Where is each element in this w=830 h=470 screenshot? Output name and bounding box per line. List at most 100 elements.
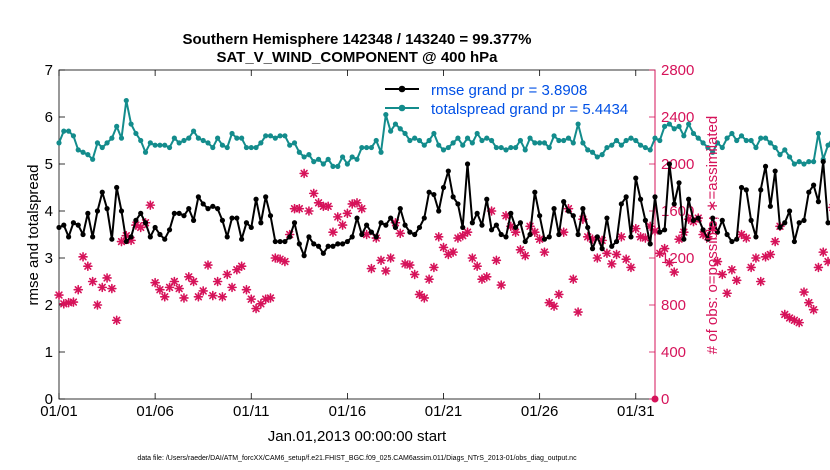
obs-point <box>731 275 742 286</box>
rmse-point <box>464 161 471 167</box>
rmse-point <box>66 234 72 240</box>
rmse-point <box>311 241 317 247</box>
rmse-point <box>532 189 538 195</box>
obs-point-stroke <box>69 298 78 306</box>
totalspread-point <box>517 137 524 144</box>
obs-point-stroke <box>718 270 726 279</box>
totalspread-point <box>402 130 408 137</box>
rmse-point <box>556 231 562 238</box>
totalspread-point <box>695 135 701 141</box>
rmse-point <box>239 236 245 242</box>
obs-point <box>424 274 434 284</box>
y-tick-label: 6 <box>45 109 53 126</box>
obs-point-stroke <box>55 291 63 299</box>
rmse-point <box>282 238 288 245</box>
rmse-point <box>671 201 677 207</box>
obs-point <box>438 242 449 253</box>
totalspread-point <box>215 135 221 141</box>
x-tick-label: 01/06 <box>136 403 174 420</box>
obs-point-stroke <box>180 294 188 302</box>
obs-point-stroke <box>223 270 231 279</box>
obs-point-stroke <box>603 249 611 257</box>
obs-point <box>770 236 780 247</box>
obs-point-stroke <box>300 169 308 178</box>
totalspread-point <box>388 128 394 134</box>
totalspread-point <box>786 154 793 160</box>
obs-point <box>573 307 583 317</box>
obs-point <box>751 253 761 263</box>
rmse-point <box>359 231 365 238</box>
rmse-point <box>315 243 322 249</box>
obs-point-stroke <box>781 310 789 319</box>
rmse-point <box>364 222 370 228</box>
obs-point-stroke <box>170 277 179 286</box>
obs-point-stroke <box>723 289 731 297</box>
obs-point <box>217 291 228 302</box>
obs-point-stroke <box>632 224 640 233</box>
obs-point-stroke <box>771 237 779 246</box>
rmse-point <box>56 224 62 231</box>
totalspread-point <box>637 142 644 148</box>
totalspread-point <box>508 144 514 151</box>
rmse-point <box>652 194 658 200</box>
obs-point <box>621 254 631 264</box>
x-axis: 01/01 01/06 01/11 01/16 01/21 01/26 01/31 <box>40 70 655 420</box>
y2-tick-label: 2000 <box>661 156 694 173</box>
obs-point-stroke <box>247 295 255 303</box>
totalspread-point <box>426 137 432 144</box>
rmse-point <box>99 189 105 195</box>
obs-point <box>669 267 680 277</box>
rmse-point <box>666 161 673 167</box>
totalspread-point <box>662 123 668 129</box>
totalspread-point <box>152 142 158 148</box>
rmse-point <box>662 227 668 233</box>
totalspread-point <box>392 121 399 127</box>
obs-point-stroke <box>675 235 683 243</box>
obs-point <box>111 315 122 326</box>
totalspread-point <box>383 112 389 118</box>
rmse-point <box>445 168 451 174</box>
y-tick-label: 1 <box>45 344 53 361</box>
totalspread-point <box>782 147 788 153</box>
rmse-point <box>609 243 615 249</box>
obs-point-stroke <box>74 286 82 294</box>
rmse-point <box>801 217 807 223</box>
obs-point <box>236 261 247 272</box>
rmse-point <box>147 234 153 240</box>
rmse-point <box>263 194 269 200</box>
totalspread-point <box>527 135 533 141</box>
obs-point-stroke <box>747 263 755 272</box>
rmse-point <box>104 206 110 212</box>
rmse-point <box>320 250 326 256</box>
obs-point <box>208 290 218 301</box>
rmse-point <box>710 215 716 221</box>
totalspread-point <box>335 163 341 169</box>
obs-point-stroke <box>420 294 428 302</box>
obs-point <box>414 289 425 300</box>
obs-point <box>78 252 88 262</box>
rmse-point <box>734 236 740 242</box>
totalspread-point <box>556 137 562 144</box>
rmse-point <box>80 231 86 238</box>
obs-point <box>337 220 348 230</box>
obs-point <box>246 294 257 304</box>
y-tick-label: 2 <box>45 297 53 314</box>
rmse-point <box>94 208 101 214</box>
obs-point-stroke <box>511 228 520 236</box>
rmse-point <box>815 199 822 205</box>
rmse-point <box>537 213 543 219</box>
rmse-point <box>561 199 567 205</box>
totalspread-point <box>133 130 139 137</box>
obs-point <box>530 227 540 237</box>
obs-point <box>606 259 617 269</box>
totalspread-point <box>594 154 600 160</box>
totalspread-point <box>85 152 91 158</box>
rmse-point <box>301 253 307 259</box>
x-tick-label: 01/01 <box>40 403 78 420</box>
obs-point-stroke <box>305 207 313 215</box>
obs-point <box>164 282 175 293</box>
rmse-point <box>186 206 192 212</box>
obs-point <box>755 276 766 287</box>
rmse-point <box>623 194 629 200</box>
rmse-point <box>421 215 427 221</box>
